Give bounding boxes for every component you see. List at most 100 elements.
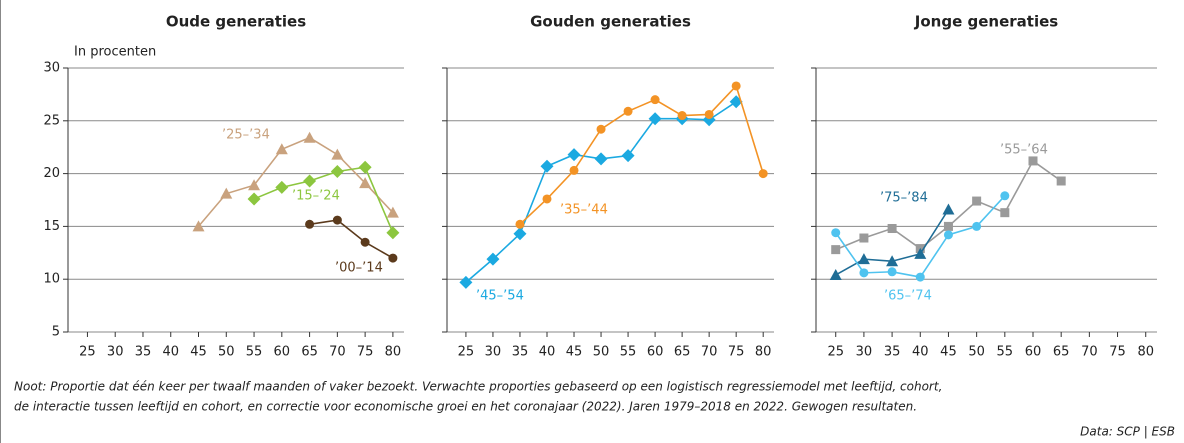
marker bbox=[1056, 176, 1066, 186]
marker bbox=[515, 219, 525, 229]
marker bbox=[887, 267, 897, 277]
series-label: ’25–’34 bbox=[222, 128, 270, 143]
x-tick-label: 30 bbox=[485, 345, 502, 360]
marker bbox=[887, 224, 897, 234]
x-tick-label: 70 bbox=[701, 345, 718, 360]
series-label: ’65–’74 bbox=[884, 289, 932, 304]
series-label: ’45–’54 bbox=[476, 289, 524, 304]
x-tick-label: 75 bbox=[728, 345, 745, 360]
x-tick-label: 80 bbox=[755, 345, 772, 360]
panel-title: Jonge generaties bbox=[914, 13, 1058, 31]
marker bbox=[567, 148, 581, 162]
marker bbox=[1000, 208, 1010, 218]
series-line bbox=[519, 84, 764, 225]
marker bbox=[758, 169, 768, 179]
marker bbox=[542, 194, 552, 204]
marker bbox=[513, 227, 527, 241]
marker bbox=[275, 180, 289, 194]
marker bbox=[886, 255, 899, 267]
marker bbox=[943, 230, 953, 240]
x-tick-label: 65 bbox=[1053, 345, 1070, 360]
marker bbox=[331, 148, 344, 160]
marker bbox=[1000, 191, 1010, 201]
marker bbox=[248, 179, 261, 191]
marker bbox=[942, 203, 955, 215]
x-tick-label: 60 bbox=[1025, 345, 1042, 360]
x-tick-label: 35 bbox=[512, 345, 529, 360]
x-tick-label: 80 bbox=[1137, 345, 1154, 360]
series-label: ’75–’84 bbox=[880, 191, 928, 206]
note-line: de interactie tussen leeftijd en cohort,… bbox=[14, 400, 917, 414]
x-tick-label: 45 bbox=[190, 345, 207, 360]
marker bbox=[972, 221, 982, 231]
marker bbox=[731, 81, 741, 91]
marker bbox=[358, 160, 372, 174]
marker bbox=[192, 220, 205, 232]
note-line: Noot: Proportie dat één keer per twaalf … bbox=[14, 380, 942, 394]
marker bbox=[275, 143, 288, 155]
y-tick-label: 10 bbox=[43, 272, 60, 287]
x-tick-label: 65 bbox=[674, 345, 691, 360]
marker bbox=[831, 228, 841, 238]
x-tick-label: 45 bbox=[566, 345, 583, 360]
x-tick-label: 55 bbox=[620, 345, 637, 360]
y-tick-label: 30 bbox=[43, 61, 60, 76]
series-line bbox=[309, 219, 394, 259]
marker bbox=[360, 237, 370, 247]
x-tick-label: 65 bbox=[301, 345, 318, 360]
x-tick-label: 55 bbox=[246, 345, 263, 360]
marker bbox=[386, 226, 400, 240]
x-tick-label: 40 bbox=[539, 345, 556, 360]
x-tick-label: 50 bbox=[218, 345, 235, 360]
marker bbox=[330, 164, 344, 178]
x-tick-label: 35 bbox=[884, 345, 901, 360]
x-tick-label: 45 bbox=[940, 345, 957, 360]
series-label: ’15–’24 bbox=[292, 189, 340, 204]
marker bbox=[303, 131, 316, 143]
y-tick-label: 20 bbox=[43, 166, 60, 181]
marker bbox=[1028, 156, 1038, 166]
marker bbox=[459, 275, 473, 289]
marker bbox=[857, 253, 870, 265]
y-tick-label: 5 bbox=[52, 325, 60, 340]
source: Data: SCP | ESB bbox=[1080, 425, 1175, 439]
marker bbox=[386, 206, 399, 218]
series-line bbox=[197, 136, 394, 227]
marker bbox=[621, 149, 635, 163]
x-tick-label: 30 bbox=[856, 345, 873, 360]
x-tick-label: 75 bbox=[357, 345, 374, 360]
marker bbox=[388, 253, 398, 263]
marker bbox=[831, 245, 841, 255]
series-label: ’35–’44 bbox=[560, 203, 608, 218]
marker bbox=[943, 221, 953, 231]
marker bbox=[303, 174, 317, 188]
marker bbox=[859, 233, 869, 243]
x-tick-label: 30 bbox=[107, 345, 124, 360]
marker bbox=[332, 215, 342, 225]
marker bbox=[829, 268, 842, 280]
marker bbox=[915, 272, 925, 282]
x-tick-label: 25 bbox=[827, 345, 844, 360]
marker bbox=[540, 159, 554, 173]
x-tick-label: 40 bbox=[162, 345, 179, 360]
x-tick-label: 40 bbox=[912, 345, 929, 360]
series-line bbox=[253, 166, 394, 234]
marker bbox=[704, 109, 714, 119]
marker bbox=[596, 124, 606, 134]
series-label: ’55–’64 bbox=[1000, 143, 1048, 158]
x-tick-label: 75 bbox=[1109, 345, 1126, 360]
marker bbox=[914, 247, 927, 259]
x-tick-label: 70 bbox=[1081, 345, 1098, 360]
x-tick-label: 55 bbox=[997, 345, 1014, 360]
marker bbox=[220, 187, 233, 199]
x-tick-label: 25 bbox=[79, 345, 96, 360]
x-tick-label: 60 bbox=[647, 345, 664, 360]
x-tick-label: 25 bbox=[458, 345, 475, 360]
panel-title: Oude generaties bbox=[166, 13, 306, 31]
x-tick-label: 50 bbox=[593, 345, 610, 360]
marker bbox=[594, 152, 608, 166]
marker bbox=[859, 268, 869, 278]
x-tick-label: 50 bbox=[968, 345, 985, 360]
y-axis-label: In procenten bbox=[74, 45, 156, 60]
marker bbox=[305, 219, 315, 229]
